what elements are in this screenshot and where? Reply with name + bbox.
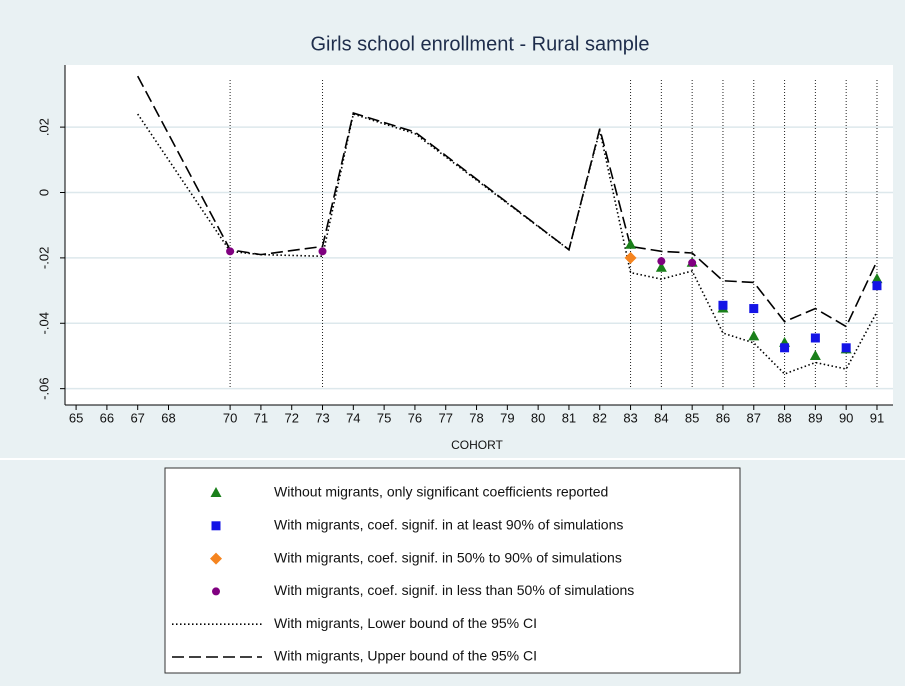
x-tick-label: 73 <box>315 410 329 425</box>
x-tick-label: 89 <box>808 410 822 425</box>
y-tick-label: .02 <box>36 118 51 136</box>
marker <box>657 257 666 266</box>
x-tick-label: 84 <box>654 410 668 425</box>
x-tick-label: 77 <box>438 410 452 425</box>
marker <box>871 273 883 284</box>
marker <box>872 281 882 291</box>
plot-area <box>65 65 893 405</box>
legend-label: With migrants, coef. signif. in 50% to 9… <box>274 549 622 565</box>
legend-label: Without migrants, only significant coeff… <box>274 484 608 500</box>
marker <box>625 238 637 249</box>
chart-title: Girls school enrollment - Rural sample <box>310 33 649 55</box>
x-tick-label: 70 <box>223 410 237 425</box>
y-tick-label: -.02 <box>36 247 51 269</box>
y-tick-label: -.06 <box>36 377 51 399</box>
marker <box>780 343 790 353</box>
marker <box>226 247 235 256</box>
marker <box>749 304 759 314</box>
x-tick-label: 72 <box>284 410 298 425</box>
marker <box>318 247 327 256</box>
x-tick-label: 82 <box>593 410 607 425</box>
marker <box>841 343 851 353</box>
x-tick-label: 71 <box>254 410 268 425</box>
x-tick-label: 80 <box>531 410 545 425</box>
marker <box>655 261 667 272</box>
marker <box>810 333 820 343</box>
x-tick-label: 79 <box>500 410 514 425</box>
x-tick-label: 67 <box>130 410 144 425</box>
x-tick-label: 90 <box>839 410 853 425</box>
marker <box>718 300 728 310</box>
y-tick-label: 0 <box>36 189 51 196</box>
x-tick-label: 74 <box>346 410 360 425</box>
marker <box>809 349 821 360</box>
x-tick-label: 83 <box>623 410 637 425</box>
legend-swatch <box>210 552 222 565</box>
marker <box>688 258 697 267</box>
legend-label: With migrants, coef. signif. in at least… <box>274 517 623 533</box>
legend-box <box>164 467 741 674</box>
legend-swatch <box>211 521 221 531</box>
legend-swatch <box>210 487 222 497</box>
x-tick-label: 76 <box>408 410 422 425</box>
legend-label: With migrants, Lower bound of the 95% CI <box>274 615 537 631</box>
x-tick-label: 78 <box>469 410 483 425</box>
legend-swatch <box>212 587 220 596</box>
x-tick-label: 68 <box>161 410 175 425</box>
x-tick-label: 91 <box>870 410 884 425</box>
line <box>136 75 878 328</box>
x-tick-label: 66 <box>100 410 114 425</box>
x-tick-label: 65 <box>69 410 83 425</box>
x-axis-label: COHORT <box>451 438 503 452</box>
x-tick-label: 81 <box>562 410 576 425</box>
marker <box>748 330 760 341</box>
marker <box>624 251 637 264</box>
legend-label: With migrants, Upper bound of the 95% CI <box>274 648 537 664</box>
x-tick-label: 87 <box>747 410 761 425</box>
legend-label: With migrants, coef. signif. in less tha… <box>274 582 634 598</box>
x-tick-label: 88 <box>777 410 791 425</box>
x-tick-label: 75 <box>377 410 391 425</box>
x-tick-label: 85 <box>685 410 699 425</box>
x-tick-label: 86 <box>716 410 730 425</box>
y-tick-label: -.04 <box>36 312 51 334</box>
